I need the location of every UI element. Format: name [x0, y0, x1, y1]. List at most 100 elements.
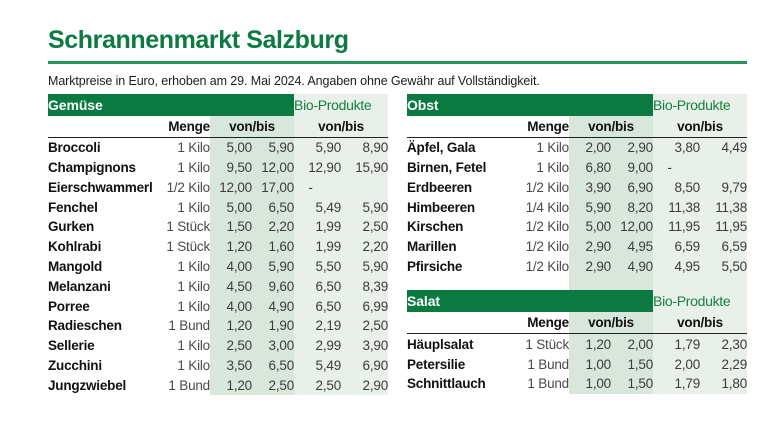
bio-price-bis: 8,39: [341, 276, 389, 297]
page-title: Schrannenmarkt Salzburg: [48, 26, 349, 54]
product-menge: 1 Kilo: [177, 278, 210, 294]
bio-price-bis: 4,49: [700, 137, 747, 158]
table-row: Melanzani 1 Kilo 4,50 9,60 6,50 8,39: [48, 276, 389, 297]
table-row: Marillen 1/2 Kilo 2,90 4,95 6,59 6,59: [407, 236, 747, 257]
table-row: Äpfel, Gala 1 Kilo 2,00 2,90 3,80 4,49: [407, 137, 747, 158]
bio-produkte-label: Bio-Produkte: [294, 93, 389, 116]
bio-price-von: 1,99: [294, 216, 342, 237]
table-row: Kohlrabi 1 Stück 1,20 1,60 1,99 2,20: [48, 236, 389, 257]
bio-price-bis: 6,99: [341, 296, 389, 316]
salat-header-row: Salat Bio-Produkte: [407, 290, 748, 313]
gemuese-subheader-row: Menge von/bis von/bis: [48, 115, 389, 138]
bio-price-bis: 11,38: [700, 197, 747, 217]
product-name: Birnen, Fetel: [407, 159, 487, 175]
product-menge: 1 Bund: [527, 376, 569, 392]
table-row: Broccoli 1 Kilo 5,00 5,90 5,90 8,90: [48, 137, 389, 158]
product-menge: 1/2 Kilo: [166, 179, 210, 195]
bio-price-von: 2,19: [294, 315, 342, 336]
price-von: 1,00: [569, 373, 611, 394]
column-right: Obst Bio-Produkte Menge von/bis von/bis …: [407, 93, 748, 394]
bio-price-bis: 5,90: [341, 256, 389, 277]
bio-vonbis-label: von/bis: [653, 312, 748, 335]
bio-price-bis: 1,80: [700, 373, 748, 394]
price-bis: 2,50: [252, 375, 295, 396]
product-name: Häuplsalat: [407, 336, 474, 352]
product-name: Äpfel, Gala: [407, 140, 476, 156]
price-bis: 6,50: [252, 355, 295, 376]
table-row: Schnittlauch 1 Bund 1,00 1,50 1,79 1,80: [407, 373, 748, 394]
menge-label: Menge: [407, 312, 569, 335]
table-row: Radieschen 1 Bund 1,20 1,90 2,19 2,50: [48, 315, 389, 336]
bio-price-bis: 9,79: [700, 177, 747, 198]
bio-price-bis: 2,30: [700, 333, 748, 355]
price-bis: 5,90: [252, 256, 295, 277]
price-von: 2,90: [569, 256, 611, 277]
table-row: Sellerie 1 Kilo 2,50 3,00 2,99 3,90: [48, 335, 389, 356]
product-menge: 1 Kilo: [177, 357, 210, 373]
product-menge: 1 Kilo: [177, 199, 210, 215]
product-menge: 1 Kilo: [177, 159, 210, 175]
product-menge: 1 Kilo: [177, 338, 210, 354]
product-menge: 1 Kilo: [177, 140, 210, 156]
bio-price-von: -: [653, 157, 700, 178]
table-row: Zucchini 1 Kilo 3,50 6,50 5,49 6,90: [48, 355, 389, 376]
table-row: Jungzwiebel 1 Bund 1,20 2,50 2,50 2,90: [48, 375, 389, 396]
price-bis: 8,20: [611, 197, 653, 217]
product-menge: 1/2 Kilo: [525, 219, 569, 235]
price-bis: 1,50: [611, 373, 654, 394]
price-bis: 4,90: [611, 256, 653, 277]
column-left: Gemüse Bio-Produkte Menge von/bis von/bi…: [48, 93, 389, 396]
band-white: [407, 276, 569, 291]
price-von: 5,90: [569, 197, 611, 217]
salat-rows: Häuplsalat 1 Stück 1,20 2,00 1,79 2,30 P…: [407, 333, 748, 394]
gemuese-title: Gemüse: [48, 93, 295, 116]
bio-vonbis-label: von/bis: [294, 115, 389, 138]
product-name: Jungzwiebel: [48, 377, 127, 393]
bio-price-bis: 8,90: [341, 137, 389, 158]
price-bis: 4,95: [611, 236, 653, 257]
bio-price-bis: 6,90: [341, 355, 389, 376]
obst-header-row: Obst Bio-Produkte: [407, 93, 747, 116]
bio-price-von: 8,50: [653, 177, 700, 198]
bio-price-von: 12,90: [294, 157, 342, 178]
price-bis: 1,90: [252, 315, 295, 336]
bio-price-bis: 2,90: [341, 375, 389, 396]
price-bis: 2,20: [252, 216, 295, 237]
bio-price-von: 6,50: [294, 296, 342, 316]
product-name: Broccoli: [48, 140, 101, 156]
obst-rows: Äpfel, Gala 1 Kilo 2,00 2,90 3,80 4,49 B…: [407, 137, 747, 277]
bio-price-von: 11,38: [653, 197, 700, 217]
price-bis: 9,00: [611, 157, 653, 178]
product-menge: 1/2 Kilo: [525, 239, 569, 255]
product-name: Himbeeren: [407, 199, 475, 215]
table-row: Eierschwammerl 1/2 Kilo 12,00 17,00 -: [48, 177, 389, 198]
price-von: 4,00: [210, 256, 252, 277]
obst-title: Obst: [407, 93, 653, 116]
bio-price-von: 2,99: [294, 335, 342, 356]
column-shading-band: [407, 276, 747, 291]
price-bis: 17,00: [252, 177, 295, 198]
price-von: 4,00: [210, 296, 252, 316]
price-von: 6,80: [569, 157, 611, 178]
product-menge: 1 Kilo: [177, 258, 210, 274]
product-name: Melanzani: [48, 278, 111, 294]
table-row: Pfirsiche 1/2 Kilo 2,90 4,90 4,95 5,50: [407, 256, 747, 277]
table-row: Champignons 1 Kilo 9,50 12,00 12,90 15,9…: [48, 157, 389, 178]
product-name: Kohlrabi: [48, 239, 102, 255]
price-bis: 9,60: [252, 276, 295, 297]
product-menge: 1 Stück: [166, 219, 210, 235]
bio-price-von: 2,50: [294, 375, 342, 396]
bio-price-bis: 5,90: [341, 197, 389, 217]
price-bis: 2,90: [611, 137, 653, 158]
gemuese-table: Gemüse Bio-Produkte Menge von/bis von/bi…: [48, 93, 389, 396]
title-rule: [48, 60, 747, 64]
price-von: 2,90: [569, 236, 611, 257]
product-menge: 1 Kilo: [536, 159, 569, 175]
price-von: 4,50: [210, 276, 252, 297]
product-name: Petersilie: [407, 356, 466, 372]
bio-vonbis-label: von/bis: [653, 115, 747, 138]
bio-price-von: 6,50: [294, 276, 342, 297]
product-name: Porree: [48, 298, 90, 314]
gemuese-rows: Broccoli 1 Kilo 5,00 5,90 5,90 8,90 Cham…: [48, 137, 389, 396]
price-bis: 2,00: [611, 333, 654, 355]
